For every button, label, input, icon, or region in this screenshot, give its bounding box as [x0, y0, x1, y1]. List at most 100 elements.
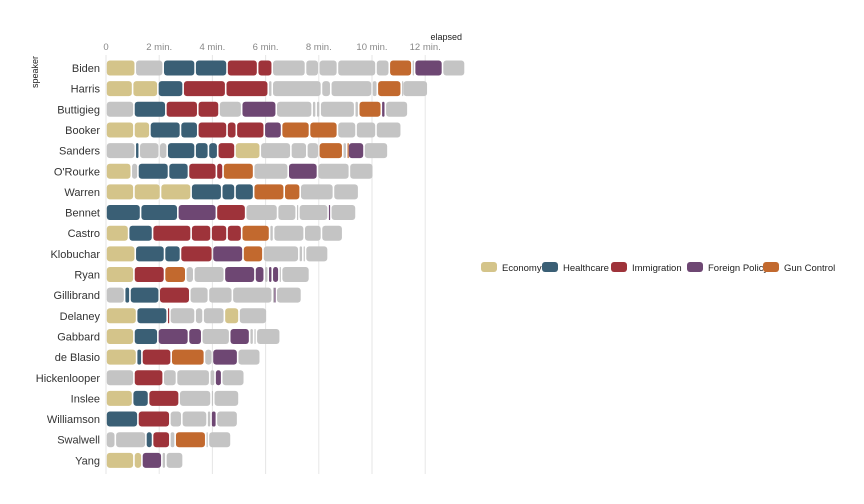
y-axis-title: speaker [30, 56, 40, 88]
segment-gun-control [254, 184, 284, 200]
segment-healthcare [222, 184, 235, 200]
legend-label: Immigration [632, 263, 682, 274]
segment-other [170, 432, 175, 448]
segment-other [106, 287, 124, 303]
segment-other [162, 452, 166, 468]
segment-gun-control [347, 143, 349, 159]
speaker-label: Buttigieg [57, 104, 100, 116]
segment-other [299, 205, 328, 221]
legend-swatch [542, 262, 558, 272]
speaker-row: Bennet [65, 205, 356, 221]
speaker-row: Gabbard [57, 328, 280, 344]
segment-healthcare [137, 308, 167, 324]
segment-other [356, 122, 376, 138]
segment-healthcare [165, 246, 180, 262]
segment-immigration [211, 225, 227, 241]
speaker-row: Delaney [60, 308, 267, 324]
segment-other [205, 349, 212, 365]
segment-foreign-policy [382, 101, 385, 117]
segment-immigration [217, 205, 245, 221]
segment-other [163, 370, 176, 386]
segment-other [322, 81, 330, 97]
segment-other [206, 432, 208, 448]
segment-other [372, 81, 377, 97]
segment-economy [106, 328, 134, 344]
segment-gun-control [310, 122, 337, 138]
segment-healthcare [209, 143, 217, 159]
segment-other [376, 122, 401, 138]
legend-item: Immigration [611, 262, 682, 274]
segment-other [338, 122, 356, 138]
legend-item: Healthcare [542, 262, 609, 274]
speaker-row: Ryan [74, 267, 309, 282]
legend-label: Foreign Policy [708, 263, 768, 274]
segment-other [207, 411, 211, 427]
speaker-label: Castro [68, 228, 100, 240]
segment-other [254, 163, 288, 179]
segment-other [170, 411, 182, 427]
segment-gun-control [243, 246, 263, 262]
segment-foreign-policy [269, 267, 272, 282]
segment-foreign-policy [142, 452, 162, 468]
speaker-label: Harris [71, 84, 101, 96]
speaker-row: Williamson [47, 411, 237, 427]
speaker-label: Bennet [65, 208, 100, 220]
segment-foreign-policy [255, 267, 264, 282]
segment-foreign-policy [213, 349, 237, 365]
segment-foreign-policy [213, 246, 243, 262]
segment-immigration [183, 81, 225, 97]
segment-other [222, 370, 244, 386]
segment-other [238, 349, 260, 365]
segment-foreign-policy [189, 328, 201, 344]
segment-immigration [160, 287, 189, 303]
segment-other [195, 308, 203, 324]
segment-other [182, 411, 207, 427]
segment-other [299, 246, 303, 262]
segment-healthcare [129, 225, 152, 241]
segment-economy [106, 122, 134, 138]
segment-other [304, 225, 321, 241]
segment-healthcare [158, 81, 183, 97]
segment-other [273, 60, 305, 76]
segment-healthcare [133, 390, 148, 406]
segment-immigration [167, 308, 170, 324]
speaker-label: Ryan [74, 270, 100, 282]
segment-immigration [138, 411, 170, 427]
segment-immigration [198, 101, 219, 117]
legend-swatch [481, 262, 497, 272]
speaker-label: Williamson [47, 414, 100, 426]
legend-label: Gun Control [784, 263, 835, 274]
segment-other [214, 390, 239, 406]
segment-economy [106, 349, 136, 365]
segment-other [265, 267, 268, 282]
segment-economy [106, 81, 132, 97]
segment-other [412, 60, 414, 76]
segment-immigration [198, 122, 227, 138]
segment-foreign-policy [328, 205, 331, 221]
speaker-label: Biden [72, 63, 100, 75]
segment-economy [106, 225, 128, 241]
segment-other [355, 101, 358, 117]
speaker-row: Yang [75, 452, 183, 468]
segment-healthcare [163, 60, 195, 76]
legend: Economy Healthcare Immigration Foreign Poli… [481, 262, 835, 274]
segment-foreign-policy [273, 267, 279, 282]
speaker-row: Gillibrand [54, 287, 301, 303]
legend-label: Economy [502, 263, 542, 274]
segment-healthcare [191, 184, 221, 200]
legend-swatch [687, 262, 703, 272]
segment-other [202, 328, 229, 344]
segment-healthcare [106, 411, 138, 427]
segment-other [246, 205, 277, 221]
segment-healthcare [106, 205, 140, 221]
segment-immigration [227, 122, 236, 138]
speaker-label: de Blasio [55, 352, 100, 364]
segment-foreign-policy [211, 411, 216, 427]
segment-other [306, 246, 328, 262]
segment-healthcare [146, 432, 152, 448]
segment-other [331, 81, 372, 97]
segment-other [219, 101, 241, 117]
speaker-row: O'Rourke [54, 163, 373, 179]
legend-item: Economy [481, 262, 542, 274]
